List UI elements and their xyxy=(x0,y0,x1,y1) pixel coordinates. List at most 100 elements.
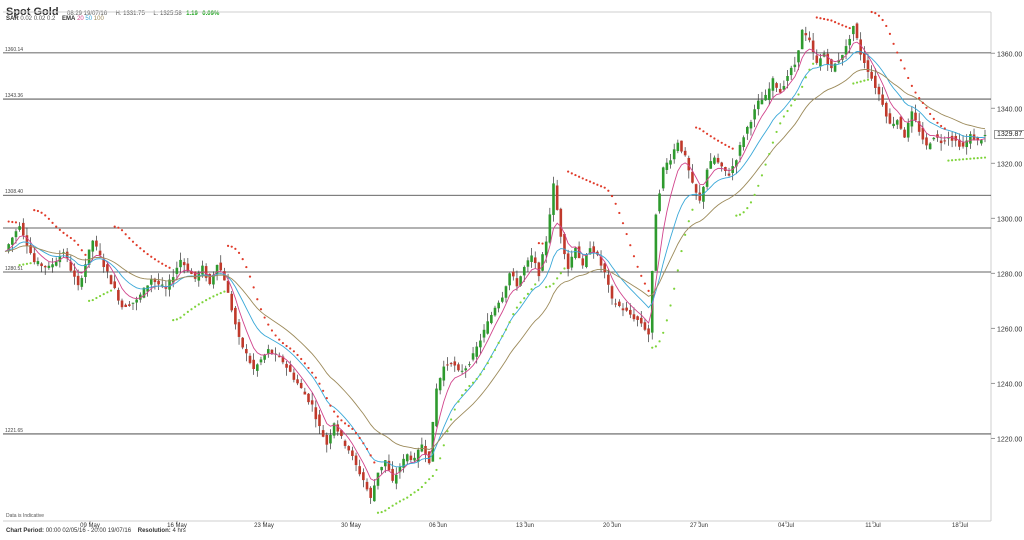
candle-up xyxy=(256,364,259,371)
sar-dot xyxy=(727,145,731,148)
candle-up xyxy=(844,46,848,55)
sar-dot xyxy=(179,316,182,319)
candle-up xyxy=(405,454,409,462)
candle-up xyxy=(332,423,336,436)
sar-dot xyxy=(164,264,167,267)
candle-down xyxy=(98,250,102,256)
sar-dot xyxy=(44,214,47,217)
candle-down xyxy=(647,328,650,335)
sar-dot xyxy=(910,84,913,87)
sar-dot xyxy=(749,201,753,204)
candle-down xyxy=(409,455,413,460)
candle-up xyxy=(786,76,789,81)
sar-dot xyxy=(914,91,917,94)
sar-dot xyxy=(490,355,493,358)
sar-dot xyxy=(314,376,317,379)
sar-dot xyxy=(552,282,555,285)
candle-down xyxy=(727,173,731,176)
candle-up xyxy=(460,370,464,372)
candle-down xyxy=(888,113,892,124)
sar-dot xyxy=(819,17,822,20)
candle-down xyxy=(321,430,325,437)
sar-dot xyxy=(983,156,987,159)
candle-down xyxy=(270,349,274,354)
candle-down xyxy=(277,356,281,358)
sar-dot xyxy=(22,263,25,266)
sar-dot xyxy=(33,208,36,212)
candle-down xyxy=(457,364,460,371)
ema-50-line xyxy=(4,51,986,468)
candle-up xyxy=(771,78,775,91)
sar-dot xyxy=(106,291,109,294)
candle-up xyxy=(661,167,665,189)
sar-dot xyxy=(333,410,336,413)
candle-up xyxy=(746,126,749,134)
sar-dot xyxy=(826,18,829,21)
candle-up xyxy=(588,248,592,255)
candle-up xyxy=(87,249,91,266)
sar-dot xyxy=(303,362,306,365)
candle-down xyxy=(69,261,73,271)
sar-dot xyxy=(771,141,775,144)
sar-dot xyxy=(720,141,723,144)
sar-dot xyxy=(731,147,734,150)
sar-dot xyxy=(812,62,815,65)
candle-up xyxy=(413,457,416,461)
sar-dot xyxy=(936,121,939,124)
candle-down xyxy=(325,434,329,445)
sar-dot xyxy=(823,17,826,21)
x-tick-label: 09 May xyxy=(80,523,100,529)
candle-down xyxy=(95,240,98,247)
candle-up xyxy=(18,226,21,230)
y-tick-label: 1340.00 xyxy=(997,106,1022,113)
candle-down xyxy=(603,263,607,273)
sar-dot xyxy=(168,266,171,269)
candle-down xyxy=(899,116,903,129)
sar-dot xyxy=(896,51,899,54)
sar-dot xyxy=(14,221,18,224)
sar-dot xyxy=(899,59,902,62)
sar-dot xyxy=(969,157,972,160)
candle-down xyxy=(639,317,643,324)
x-tick-label: 16 May xyxy=(167,523,187,529)
sar-dot xyxy=(921,101,924,104)
candle-up xyxy=(654,214,658,271)
sar-dot xyxy=(870,10,873,14)
sar-dot xyxy=(563,267,566,270)
candle-up xyxy=(983,134,987,136)
sar-dot xyxy=(684,233,687,236)
sar-dot xyxy=(625,232,628,236)
candle-up xyxy=(168,279,171,290)
candle-up xyxy=(570,256,574,268)
candle-down xyxy=(954,135,958,141)
candle-up xyxy=(438,378,442,391)
sar-dot xyxy=(139,247,142,250)
sar-dot xyxy=(384,509,387,512)
sar-dot xyxy=(431,474,434,478)
candle-down xyxy=(40,263,43,267)
candle-down xyxy=(314,407,318,420)
sar-dot xyxy=(874,12,877,15)
candle-down xyxy=(694,184,698,193)
resolution-value: 4 hrs xyxy=(172,528,186,534)
sar-dot xyxy=(292,350,295,353)
sar-dot xyxy=(69,236,72,240)
disclaimer-text: Data is Indicative xyxy=(6,513,45,519)
sar-dot xyxy=(808,68,811,71)
candle-down xyxy=(248,355,252,363)
candle-down xyxy=(826,53,830,65)
candle-down xyxy=(106,264,109,272)
ema-20-label: 20 xyxy=(77,16,84,22)
candle-up xyxy=(965,140,969,148)
candle-up xyxy=(665,162,669,170)
y-tick-label: 1220.00 xyxy=(997,436,1022,443)
candle-up xyxy=(442,366,446,381)
sar-dot xyxy=(84,253,87,256)
sar-dot xyxy=(95,296,98,300)
sar-dot xyxy=(205,299,208,302)
ema-20-line xyxy=(4,41,986,482)
sar-dot xyxy=(208,297,211,300)
sar-dot xyxy=(336,415,339,418)
sar-dot xyxy=(497,341,500,345)
